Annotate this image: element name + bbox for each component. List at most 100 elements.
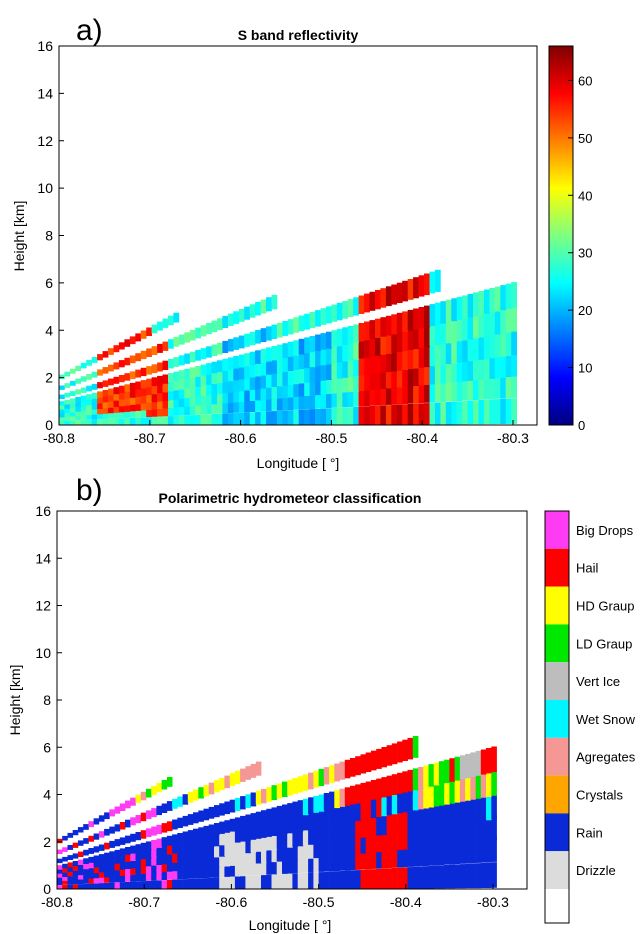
reflectivity-cell <box>206 373 212 385</box>
reflectivity-cell <box>178 334 185 345</box>
reflectivity-cell <box>157 321 163 331</box>
classification-cell <box>323 809 330 827</box>
classification-cell <box>329 791 335 810</box>
reflectivity-cell <box>129 417 136 425</box>
reflectivity-cell <box>135 396 142 405</box>
classification-cell <box>282 845 288 862</box>
classification-cell <box>297 830 304 847</box>
classification-cell <box>292 857 298 874</box>
classification-cell <box>407 827 414 849</box>
classification-cell <box>344 836 351 856</box>
reflectivity-cell <box>494 399 501 424</box>
classification-cell <box>135 881 142 889</box>
reflectivity-cell <box>440 402 447 425</box>
reflectivity-cell <box>336 361 343 379</box>
reflectivity-cell <box>80 410 87 416</box>
classification-cell <box>365 869 372 889</box>
classification-cell <box>480 772 487 798</box>
classification-cell <box>156 782 162 793</box>
classification-cell <box>151 864 157 874</box>
classification-cell <box>350 835 356 855</box>
reflectivity-cell <box>429 271 436 294</box>
classification-cell <box>465 819 471 844</box>
reflectivity-cell <box>396 282 403 303</box>
reflectivity-cell <box>380 335 387 355</box>
reflectivity-cell <box>59 413 65 418</box>
classification-cell <box>72 842 79 848</box>
reflectivity-cell <box>75 410 82 416</box>
classification-cell <box>57 858 63 864</box>
reflectivity-cell <box>445 320 452 344</box>
classification-cell <box>130 881 136 889</box>
reflectivity-cell <box>282 383 289 398</box>
reflectivity-cell <box>467 400 474 425</box>
classification-cell <box>140 881 147 889</box>
reflectivity-cell <box>238 308 245 322</box>
classification-cell <box>423 825 429 848</box>
x-tick-label: -80.4 <box>390 894 422 910</box>
reflectivity-cell <box>59 394 65 399</box>
reflectivity-cell <box>407 404 414 425</box>
classification-cell <box>135 866 142 875</box>
reflectivity-cell <box>157 343 163 353</box>
reflectivity-cell <box>451 401 458 425</box>
reflectivity-cell <box>124 391 131 399</box>
classification-cell <box>182 879 189 889</box>
legend-swatch <box>545 511 569 549</box>
legend-label: Vert Ice <box>576 674 620 689</box>
x-tick-label: -80.7 <box>134 430 166 446</box>
reflectivity-cell <box>255 375 261 390</box>
classification-cell <box>156 838 162 848</box>
reflectivity-cell <box>129 382 136 391</box>
classification-cell <box>156 824 162 835</box>
classification-cell <box>156 805 162 816</box>
reflectivity-cell <box>369 406 376 425</box>
classification-cell <box>261 848 267 864</box>
classification-cell <box>172 843 178 854</box>
reflectivity-cell <box>500 398 507 424</box>
reflectivity-cell <box>380 353 387 373</box>
classification-cell <box>229 842 236 856</box>
classification-cell <box>57 880 63 885</box>
classification-cell <box>323 839 330 858</box>
reflectivity-cell <box>326 306 332 324</box>
reflectivity-cell <box>151 393 158 403</box>
classification-cell <box>240 851 246 865</box>
reflectivity-cell <box>489 333 496 359</box>
reflectivity-cell <box>233 389 240 403</box>
reflectivity-cell <box>451 340 458 364</box>
reflectivity-cell <box>445 360 452 383</box>
reflectivity-cell <box>151 364 158 374</box>
classification-cell <box>234 841 241 855</box>
classification-cell <box>72 865 79 871</box>
reflectivity-cell <box>418 364 425 386</box>
classification-cell <box>318 840 325 858</box>
reflectivity-cell <box>113 400 120 407</box>
classification-cell <box>491 836 497 862</box>
classification-cell <box>234 770 241 784</box>
x-tick-label: -80.6 <box>225 430 257 446</box>
reflectivity-cell <box>238 412 245 425</box>
classification-cell <box>198 848 204 860</box>
reflectivity-cell <box>424 381 430 403</box>
y-tick-label: 14 <box>37 85 53 101</box>
classification-cell <box>88 872 94 879</box>
classification-cell <box>57 885 63 889</box>
reflectivity-cell <box>75 406 82 412</box>
classification-cell <box>454 778 461 803</box>
reflectivity-cell <box>189 351 196 363</box>
reflectivity-cell <box>500 331 507 357</box>
classification-cell <box>77 840 84 846</box>
classification-cell <box>72 853 79 859</box>
classification-cell <box>193 849 199 861</box>
reflectivity-cell <box>456 318 463 342</box>
classification-cell <box>255 811 262 826</box>
classification-cell <box>119 848 126 856</box>
reflectivity-cell <box>511 372 517 398</box>
classification-cell <box>475 817 482 843</box>
reflectivity-cell <box>266 360 272 375</box>
reflectivity-cell <box>69 398 76 404</box>
classification-cell <box>308 797 314 814</box>
reflectivity-cell <box>255 386 261 401</box>
reflectivity-cell <box>326 363 332 380</box>
